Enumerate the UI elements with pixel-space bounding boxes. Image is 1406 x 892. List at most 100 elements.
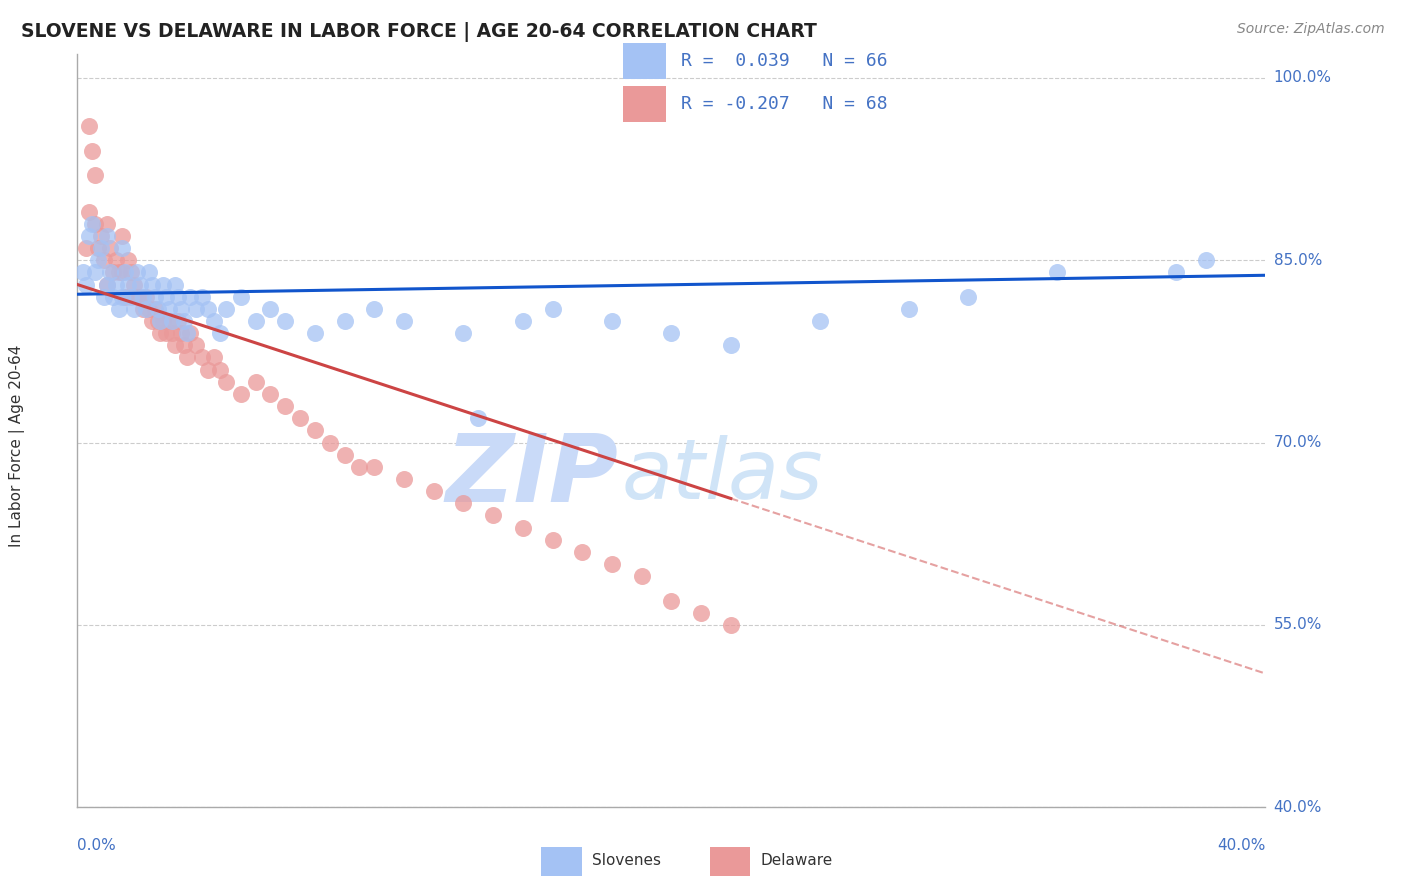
Point xyxy=(191,351,214,365)
Text: Slovenes: Slovenes xyxy=(592,854,661,868)
Point xyxy=(229,290,252,304)
Point xyxy=(96,217,118,231)
Point xyxy=(170,326,193,340)
Point xyxy=(125,265,148,279)
Point xyxy=(720,618,742,632)
Point xyxy=(215,375,238,389)
Text: ZIP: ZIP xyxy=(446,430,617,522)
Point xyxy=(167,290,190,304)
Point xyxy=(104,277,127,292)
Point xyxy=(245,314,267,328)
Point xyxy=(170,301,193,316)
Text: 100.0%: 100.0% xyxy=(1274,70,1331,86)
Point xyxy=(98,265,121,279)
Point xyxy=(111,265,134,279)
Point xyxy=(179,326,201,340)
Point xyxy=(77,204,100,219)
Point xyxy=(141,314,163,328)
Point xyxy=(111,241,134,255)
Point xyxy=(108,265,131,279)
Point xyxy=(122,301,145,316)
Point xyxy=(165,338,187,352)
Point xyxy=(84,168,107,182)
Point xyxy=(202,351,225,365)
Point xyxy=(96,228,118,243)
Point xyxy=(157,314,180,328)
Point xyxy=(176,326,198,340)
Point xyxy=(1195,253,1218,268)
Point xyxy=(467,411,489,425)
Point xyxy=(131,301,153,316)
Text: R = -0.207   N = 68: R = -0.207 N = 68 xyxy=(682,95,887,113)
Point xyxy=(72,265,94,279)
Point xyxy=(117,277,139,292)
Bar xyxy=(623,87,666,122)
Point xyxy=(202,314,225,328)
Point xyxy=(186,338,208,352)
Point xyxy=(808,314,831,328)
Point xyxy=(333,448,356,462)
Point xyxy=(304,424,326,438)
Point xyxy=(84,217,107,231)
Text: 0.0%: 0.0% xyxy=(77,838,117,854)
Point xyxy=(208,362,231,376)
Point xyxy=(162,314,184,328)
Point xyxy=(135,290,157,304)
Point xyxy=(453,496,475,510)
Point xyxy=(84,265,107,279)
Point xyxy=(208,326,231,340)
Point xyxy=(422,484,444,499)
Point xyxy=(141,277,163,292)
Point xyxy=(82,144,104,158)
Point xyxy=(349,459,371,474)
Point xyxy=(512,521,534,535)
Text: 40.0%: 40.0% xyxy=(1274,800,1322,814)
Point xyxy=(288,411,311,425)
Point xyxy=(173,314,195,328)
Text: atlas: atlas xyxy=(621,435,823,516)
Point xyxy=(128,290,150,304)
Text: 70.0%: 70.0% xyxy=(1274,435,1322,450)
Point xyxy=(179,290,201,304)
Point xyxy=(197,362,219,376)
Point xyxy=(143,290,166,304)
Text: 85.0%: 85.0% xyxy=(1274,252,1322,268)
Point xyxy=(114,290,136,304)
Point xyxy=(152,314,174,328)
Point xyxy=(75,277,97,292)
Point xyxy=(155,326,177,340)
Point xyxy=(165,277,187,292)
Point xyxy=(77,228,100,243)
Point xyxy=(630,569,652,583)
Point xyxy=(146,314,169,328)
Point xyxy=(104,253,127,268)
Point xyxy=(600,314,623,328)
Point xyxy=(197,301,219,316)
Point xyxy=(541,533,564,547)
Point xyxy=(101,265,124,279)
Point xyxy=(93,290,115,304)
Point xyxy=(138,301,160,316)
Point xyxy=(453,326,475,340)
Text: In Labor Force | Age 20-64: In Labor Force | Age 20-64 xyxy=(8,345,25,547)
Point xyxy=(149,326,172,340)
Point xyxy=(122,277,145,292)
Point xyxy=(82,217,104,231)
Point xyxy=(720,338,742,352)
Point xyxy=(135,301,157,316)
Point xyxy=(229,387,252,401)
Point xyxy=(191,290,214,304)
Point xyxy=(120,265,142,279)
Point xyxy=(571,545,593,559)
Point xyxy=(128,277,150,292)
Point xyxy=(245,375,267,389)
Point xyxy=(111,290,134,304)
Point xyxy=(1046,265,1069,279)
Point xyxy=(541,301,564,316)
Point xyxy=(131,290,153,304)
Point xyxy=(125,290,148,304)
Point xyxy=(96,277,118,292)
Text: 40.0%: 40.0% xyxy=(1218,838,1265,854)
Point xyxy=(87,253,110,268)
Point xyxy=(149,314,172,328)
